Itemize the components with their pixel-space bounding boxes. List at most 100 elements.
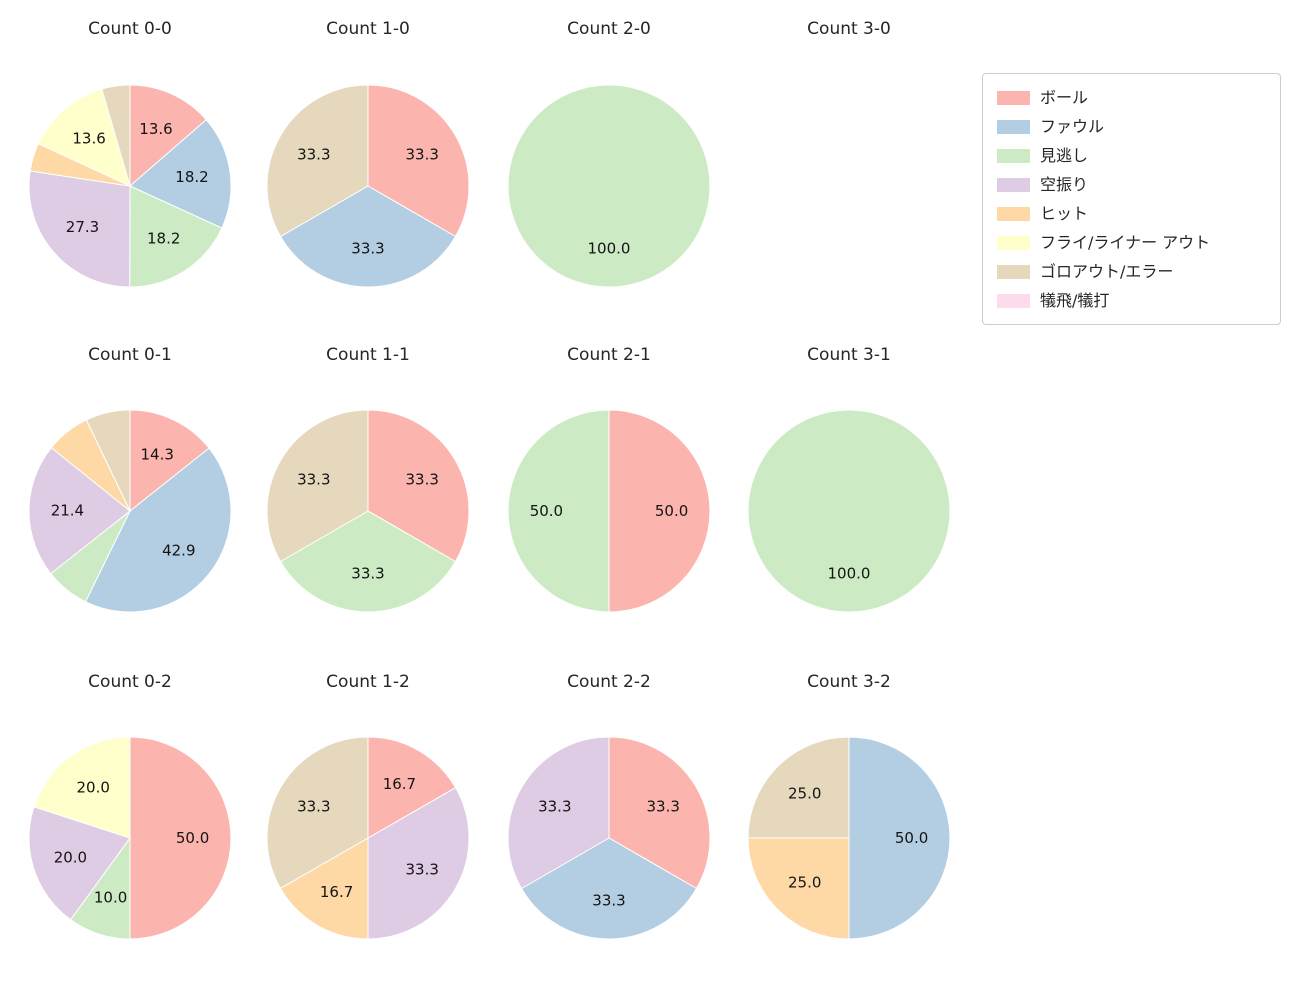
pie-percent-label: 13.6 <box>139 120 172 138</box>
pie-slice <box>507 736 610 890</box>
pie-slice <box>101 84 131 187</box>
legend-label: 見逃し <box>1040 146 1089 165</box>
legend-label: ファウル <box>1040 117 1105 136</box>
pie-slice <box>85 409 131 512</box>
pie-chart-count-0-2: 50.0 10.0 20.0 20.0 <box>28 736 232 940</box>
pie-percent-label: 33.3 <box>297 146 330 164</box>
pie-percent-label: 25.0 <box>788 873 821 891</box>
pie-slice <box>507 84 711 288</box>
pie-percent-label: 18.2 <box>147 230 180 248</box>
pie-percent-label: 16.7 <box>320 883 353 901</box>
pie-chart-count-2-2: 33.3 33.3 33.3 <box>507 736 711 940</box>
pie-chart-count-1-1: 33.3 33.3 33.3 <box>266 409 470 613</box>
legend-label: ヒット <box>1040 204 1089 223</box>
pie-slice <box>33 736 131 839</box>
pie-chart-count-1-2: 16.7 33.3 16.7 33.3 <box>266 736 470 940</box>
chart-title-count-3-0: Count 3-0 <box>807 19 891 39</box>
pie-slice <box>28 806 131 921</box>
pie-chart-count-3-1: 100.0 <box>747 409 951 613</box>
chart-title-count-0-0: Count 0-0 <box>88 19 172 39</box>
pie-percent-label: 20.0 <box>54 848 87 866</box>
pie-percent-label: 33.3 <box>405 146 438 164</box>
pie-percent-label: 13.6 <box>72 130 105 148</box>
pie-percent-label: 33.3 <box>351 240 384 258</box>
legend-swatch <box>997 177 1030 192</box>
pie-percent-label: 33.3 <box>351 565 384 583</box>
pie-slice <box>129 736 232 940</box>
pie-percent-label: 33.3 <box>297 471 330 489</box>
pie-percent-label: 18.2 <box>175 168 208 186</box>
pie-slice <box>266 736 369 890</box>
pie-slice <box>37 88 131 187</box>
pie-slice <box>608 409 711 613</box>
pie-percent-label: 50.0 <box>176 829 209 847</box>
pie-percent-label: 16.7 <box>383 775 416 793</box>
legend-item: 犠飛/犠打 <box>991 286 1272 315</box>
pie-slice <box>367 409 470 563</box>
pie-slice <box>747 837 850 940</box>
pie-chart-count-2-0: 100.0 <box>507 84 711 288</box>
pie-percent-label: 21.4 <box>51 502 84 520</box>
pie-percent-label: 20.0 <box>76 778 109 796</box>
legend-swatch <box>997 264 1030 279</box>
pie-slice <box>367 736 457 839</box>
pie-percent-label: 33.3 <box>405 471 438 489</box>
chart-title-count-1-2: Count 1-2 <box>326 672 410 692</box>
legend-label: 犠飛/犠打 <box>1040 291 1110 310</box>
pie-percent-label: 50.0 <box>655 502 688 520</box>
pie-slice <box>747 409 951 613</box>
legend-label: フライ/ライナー アウト <box>1040 233 1211 252</box>
legend-items: ボールファウル見逃し空振りヒットフライ/ライナー アウト ゴロアウト/エラー 犠飛/… <box>991 83 1272 315</box>
chart-title-count-2-1: Count 2-1 <box>567 345 651 365</box>
pie-percent-label: 33.3 <box>405 860 438 878</box>
pie-percent-label: 25.0 <box>788 785 821 803</box>
pie-chart-count-3-2: 50.0 25.0 25.0 <box>747 736 951 940</box>
legend-label: ゴロアウト/エラー <box>1040 262 1174 281</box>
chart-title-count-3-1: Count 3-1 <box>807 345 891 365</box>
legend-swatch <box>997 293 1030 308</box>
pie-slice <box>367 786 470 940</box>
chart-title-count-0-2: Count 0-2 <box>88 672 172 692</box>
pie-percent-label: 50.0 <box>895 829 928 847</box>
legend-swatch <box>997 235 1030 250</box>
legend-item: ヒット <box>991 199 1272 228</box>
pie-slice <box>367 84 470 238</box>
chart-title-count-1-1: Count 1-1 <box>326 345 410 365</box>
pie-percent-label: 100.0 <box>828 565 871 583</box>
legend-label: ボール <box>1040 88 1089 107</box>
pie-slice <box>129 119 232 229</box>
pie-slice <box>129 185 223 288</box>
pie-percent-label: 33.3 <box>592 892 625 910</box>
pie-chart-count-1-0: 33.3 33.3 33.3 <box>266 84 470 288</box>
pie-chart-count-2-1: 50.0 50.0 <box>507 409 711 613</box>
legend-item: 見逃し <box>991 141 1272 170</box>
pie-slice <box>266 84 369 238</box>
pie-slice <box>279 837 369 940</box>
legend-item: ファウル <box>991 112 1272 141</box>
pie-percent-label: 33.3 <box>646 798 679 816</box>
pie-percent-label: 50.0 <box>530 502 563 520</box>
legend-swatch <box>997 90 1030 105</box>
legend-item: ゴロアウト/エラー <box>991 257 1272 286</box>
chart-title-count-1-0: Count 1-0 <box>326 19 410 39</box>
pie-percent-label: 33.3 <box>297 798 330 816</box>
legend-label: 空振り <box>1040 175 1089 194</box>
legend-swatch <box>997 206 1030 221</box>
legend-item: ボール <box>991 83 1272 112</box>
pie-slice <box>28 170 131 288</box>
chart-title-count-2-2: Count 2-2 <box>567 672 651 692</box>
legend-item: 空振り <box>991 170 1272 199</box>
pie-percent-label: 14.3 <box>140 446 173 464</box>
pie-percent-label: 27.3 <box>66 218 99 236</box>
pie-slice <box>28 446 131 575</box>
pie-slice <box>507 409 610 613</box>
pie-slice <box>129 409 210 513</box>
legend: ボールファウル見逃し空振りヒットフライ/ライナー アウト ゴロアウト/エラー 犠飛/… <box>982 73 1281 325</box>
legend-swatch <box>997 148 1030 163</box>
pie-chart-count-0-1: 14.3 42.9 21.4 <box>28 409 232 613</box>
pie-slice <box>266 409 369 563</box>
pie-percent-label: 42.9 <box>162 541 195 559</box>
legend-swatch <box>997 119 1030 134</box>
legend-item: フライ/ライナー アウト <box>991 228 1272 257</box>
pie-percent-label: 10.0 <box>94 889 127 907</box>
